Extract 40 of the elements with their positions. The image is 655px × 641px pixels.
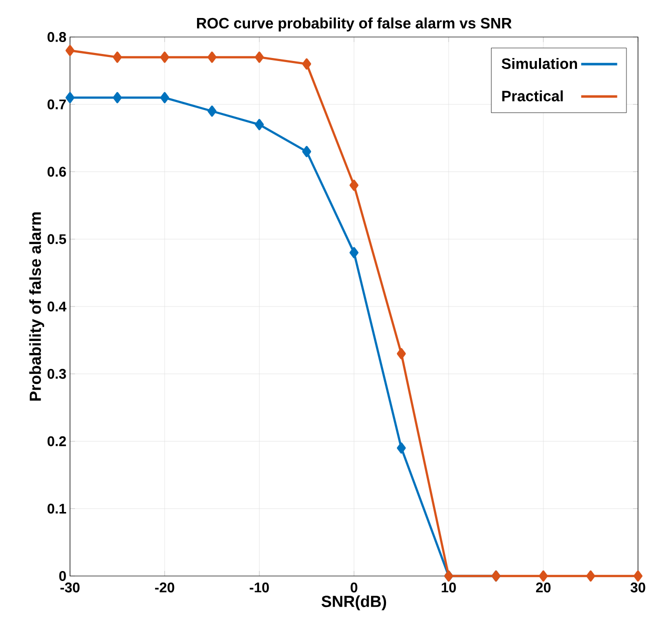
point <box>208 52 216 63</box>
point <box>160 92 170 104</box>
point <box>112 92 122 104</box>
point <box>302 146 312 158</box>
x-tick-label: 10 <box>442 582 456 592</box>
y-tick-label: 0.2 <box>48 436 66 446</box>
y-tick-label: 0.8 <box>48 32 66 42</box>
x-axis-title: SNR(dB) <box>322 595 386 610</box>
legend-label: Simulation <box>502 58 578 69</box>
point <box>254 118 264 130</box>
y-tick-label: 0 <box>59 571 66 581</box>
legend-label: Practical <box>502 90 563 102</box>
y-axis-title: Probability of false alarm <box>29 212 44 401</box>
x-tick-label: -20 <box>155 582 174 592</box>
x-tick-label: 30 <box>630 582 646 592</box>
point <box>350 180 358 191</box>
y-tick-label: 0.4 <box>48 302 66 312</box>
point <box>254 52 264 63</box>
x-tick-label: 0 <box>350 582 358 592</box>
x-tick-label: -10 <box>250 582 269 592</box>
y-tick-label: 0.6 <box>48 166 66 177</box>
point <box>396 442 406 454</box>
point <box>66 92 74 104</box>
y-tick-label: 0.3 <box>48 368 66 379</box>
point <box>538 570 548 582</box>
point <box>396 348 406 360</box>
point <box>112 52 122 63</box>
point <box>350 247 358 258</box>
point <box>302 58 312 70</box>
point <box>634 570 642 582</box>
y-tick-label: 0.1 <box>48 504 66 514</box>
chart-title: ROC curve probability of false alarm vs SNR <box>197 17 512 32</box>
point <box>160 52 170 63</box>
x-tick-label: 20 <box>536 582 551 592</box>
point <box>208 106 216 117</box>
y-tick-label: 0.7 <box>48 99 66 110</box>
point <box>586 570 596 582</box>
y-tick-label: 0.5 <box>48 234 66 244</box>
x-tick-label: -30 <box>60 582 80 592</box>
point <box>66 44 74 56</box>
